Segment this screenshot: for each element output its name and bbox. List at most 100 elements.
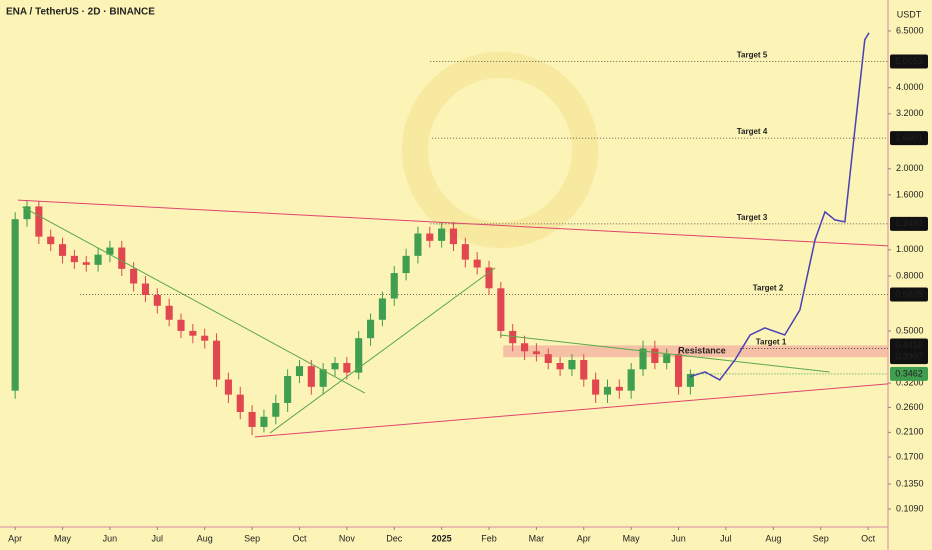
chart-title: ENA / TetherUS · 2D · BINANCE bbox=[6, 7, 155, 18]
candle-body bbox=[58, 244, 67, 256]
y-tick-label: 4.0000 bbox=[896, 82, 924, 92]
x-tick-label: Sep bbox=[244, 533, 260, 543]
candle-body bbox=[106, 247, 114, 255]
candle-body bbox=[82, 262, 90, 265]
candle-body bbox=[236, 394, 244, 412]
target-label: Target 1 bbox=[756, 338, 787, 347]
candle-body bbox=[284, 376, 292, 403]
candle-body bbox=[509, 330, 517, 344]
x-tick-label: 2025 bbox=[432, 533, 452, 543]
y-tick-label: 1.0000 bbox=[896, 244, 924, 254]
candle-body bbox=[212, 340, 221, 380]
candle-body bbox=[141, 283, 150, 295]
candle-body bbox=[47, 236, 55, 245]
candle-body bbox=[592, 379, 600, 395]
candle-body bbox=[686, 373, 694, 387]
x-tick-label: Oct bbox=[861, 533, 876, 543]
price-box-label: 2.6001 bbox=[895, 132, 923, 142]
candle-body bbox=[473, 259, 481, 268]
price-box-label: 0.3462 bbox=[895, 368, 923, 378]
candle-body bbox=[248, 411, 256, 427]
x-tick-label: Jul bbox=[720, 533, 732, 543]
candle-body bbox=[177, 319, 185, 331]
candle-body bbox=[402, 255, 410, 274]
candle-body bbox=[426, 233, 434, 241]
candle-body bbox=[272, 402, 280, 417]
trend-line bbox=[22, 206, 366, 394]
candle-body bbox=[307, 366, 315, 387]
candle-body bbox=[390, 273, 398, 299]
price-box-label: 0.3997 bbox=[895, 351, 923, 361]
axis-unit: USDT bbox=[897, 9, 922, 19]
x-tick-label: Jul bbox=[152, 533, 164, 543]
candle-body bbox=[331, 363, 339, 370]
resistance-label: Resistance bbox=[678, 346, 726, 356]
y-tick-label: 3.2000 bbox=[896, 108, 924, 118]
target-label: Target 3 bbox=[737, 213, 768, 222]
y-tick-label: 0.1350 bbox=[896, 478, 924, 488]
price-box bbox=[890, 338, 928, 353]
candle-body bbox=[70, 255, 78, 263]
candle-body bbox=[675, 354, 683, 387]
x-tick-label: Apr bbox=[8, 533, 22, 543]
trend-line bbox=[499, 334, 830, 373]
x-tick-label: Apr bbox=[577, 533, 591, 543]
price-box bbox=[890, 131, 928, 146]
candle-body bbox=[532, 351, 540, 355]
target-label: Target 5 bbox=[737, 51, 768, 60]
y-tick-label: 0.8000 bbox=[896, 270, 924, 280]
candle-body bbox=[497, 288, 505, 331]
candle-body bbox=[580, 359, 588, 380]
candle-body bbox=[130, 268, 138, 284]
y-tick-label: 0.2100 bbox=[896, 427, 924, 437]
x-tick-label: Dec bbox=[386, 533, 403, 543]
candle-body bbox=[343, 363, 351, 373]
x-tick-label: May bbox=[623, 533, 641, 543]
candle-body bbox=[94, 254, 102, 265]
price-box-label: 0.6828 bbox=[895, 289, 923, 299]
price-box bbox=[890, 350, 928, 365]
candle-body bbox=[355, 338, 363, 373]
x-tick-label: Jun bbox=[103, 533, 118, 543]
resistance-zone bbox=[503, 345, 888, 358]
candle-body bbox=[224, 379, 232, 395]
y-tick-label: 1.6000 bbox=[896, 189, 924, 199]
trend-line bbox=[254, 383, 889, 438]
trend-line bbox=[689, 32, 870, 381]
price-box bbox=[890, 287, 928, 302]
candle-body bbox=[461, 244, 469, 260]
watermark bbox=[402, 52, 598, 248]
trend-line bbox=[269, 267, 496, 434]
candle-body bbox=[189, 330, 197, 336]
x-tick-label: Sep bbox=[813, 533, 829, 543]
x-tick-label: Mar bbox=[529, 533, 545, 543]
candle-body bbox=[366, 319, 375, 339]
candle-body bbox=[165, 305, 173, 320]
x-tick-label: Feb bbox=[481, 533, 497, 543]
x-tick-label: May bbox=[54, 533, 72, 543]
x-tick-label: Jun bbox=[671, 533, 686, 543]
price-box-label: 0.4416 bbox=[895, 340, 923, 350]
candle-body bbox=[568, 359, 576, 370]
candle-body bbox=[23, 206, 31, 220]
y-tick-label: 2.0000 bbox=[896, 163, 924, 173]
price-box bbox=[890, 366, 928, 381]
candle-body bbox=[521, 343, 529, 352]
price-box-label: 5.0053 bbox=[895, 56, 923, 66]
candle-body bbox=[319, 369, 327, 387]
y-tick-label: 0.1090 bbox=[896, 503, 924, 513]
candle-body bbox=[485, 267, 493, 289]
y-tick-label: 0.5000 bbox=[896, 325, 924, 335]
candle-body bbox=[295, 366, 304, 377]
trend-line bbox=[17, 199, 889, 247]
x-tick-label: Oct bbox=[292, 533, 307, 543]
y-tick-label: 0.2600 bbox=[896, 402, 924, 412]
candle-body bbox=[11, 219, 19, 391]
candle-body bbox=[663, 354, 671, 364]
candle-body bbox=[118, 247, 126, 269]
target-label: Target 4 bbox=[737, 127, 768, 136]
candle-body bbox=[438, 228, 446, 241]
candle-body bbox=[603, 386, 612, 395]
x-tick-label: Aug bbox=[197, 533, 213, 543]
